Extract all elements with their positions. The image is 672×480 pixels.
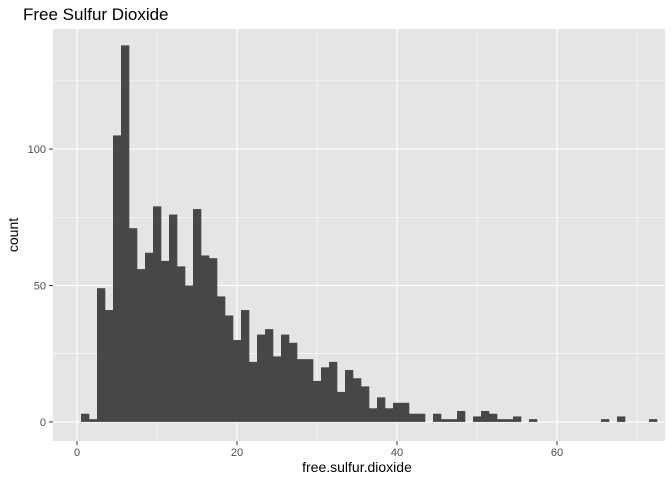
histogram-bar (393, 402, 402, 422)
histogram-bar (241, 310, 250, 422)
histogram-bar (337, 391, 346, 422)
histogram-bar (497, 419, 506, 422)
histogram-bar (449, 419, 458, 422)
histogram-bar (305, 359, 314, 422)
major-gridlines (53, 29, 665, 441)
histogram-bar (185, 285, 194, 422)
histogram-bar (145, 252, 154, 422)
histogram-bar (113, 135, 122, 422)
y-tick-label: 100 (28, 144, 46, 156)
histogram-bar (345, 370, 354, 422)
histogram-bar (377, 397, 386, 422)
histogram-bar (369, 408, 378, 422)
histogram-bar (193, 209, 202, 422)
histogram-bar (233, 340, 242, 422)
histogram-bar (617, 416, 626, 422)
histogram-bar (417, 413, 426, 422)
histogram-bar (129, 228, 138, 422)
histogram-bar (601, 419, 610, 422)
histogram-bar (329, 361, 338, 422)
x-tick-label: 40 (391, 447, 403, 459)
histogram-bar (441, 419, 450, 422)
histogram-bar (433, 413, 442, 422)
histogram-bar (289, 342, 298, 422)
histogram-bar (137, 269, 146, 422)
histogram-bar (297, 359, 306, 422)
histogram-bar (225, 315, 234, 422)
y-axis-title: count (5, 218, 21, 252)
histogram-bar (353, 378, 362, 422)
histogram-bar (161, 260, 170, 422)
histogram-bar (457, 410, 466, 422)
histogram-bar (177, 266, 186, 422)
histogram-bar (153, 206, 162, 422)
histogram-bar (273, 356, 282, 422)
histogram-bar (649, 419, 658, 422)
histogram-bar (401, 402, 410, 422)
histogram-bar (505, 419, 514, 422)
x-tick-label: 0 (74, 447, 80, 459)
histogram-bar (481, 410, 490, 422)
histogram-bar (209, 258, 218, 422)
histogram-bar (361, 386, 370, 422)
histogram-bar (81, 413, 90, 422)
chart-title: Free Sulfur Dioxide (23, 5, 169, 24)
x-tick-label: 60 (551, 447, 563, 459)
x-axis-title: free.sulfur.dioxide (302, 459, 412, 475)
histogram-bar (89, 419, 98, 422)
histogram-bar (529, 419, 538, 422)
histogram-bar (513, 416, 522, 422)
histogram-bar (217, 296, 226, 422)
histogram-bar (313, 380, 322, 422)
histogram-bar (385, 408, 394, 422)
x-axis: 0 20 40 60 (74, 441, 563, 459)
histogram-bar (321, 367, 330, 422)
histogram-bar (281, 334, 290, 422)
histogram-bar (409, 413, 418, 422)
histogram-bar (201, 255, 210, 422)
histogram-bar (489, 413, 498, 422)
y-tick-label: 0 (40, 417, 46, 429)
y-axis: 0 50 100 (28, 144, 53, 429)
histogram-bar (105, 310, 114, 422)
x-tick-label: 20 (231, 447, 243, 459)
histogram-bar (473, 416, 482, 422)
histogram-bar (121, 45, 130, 422)
histogram-bar (265, 329, 274, 422)
minor-gridlines (53, 29, 665, 441)
histogram-bar (97, 288, 106, 422)
histogram-bar (257, 334, 266, 422)
histogram-bar (249, 361, 258, 422)
histogram-bars (81, 45, 658, 422)
histogram-bar (169, 214, 178, 422)
y-tick-label: 50 (34, 280, 46, 292)
